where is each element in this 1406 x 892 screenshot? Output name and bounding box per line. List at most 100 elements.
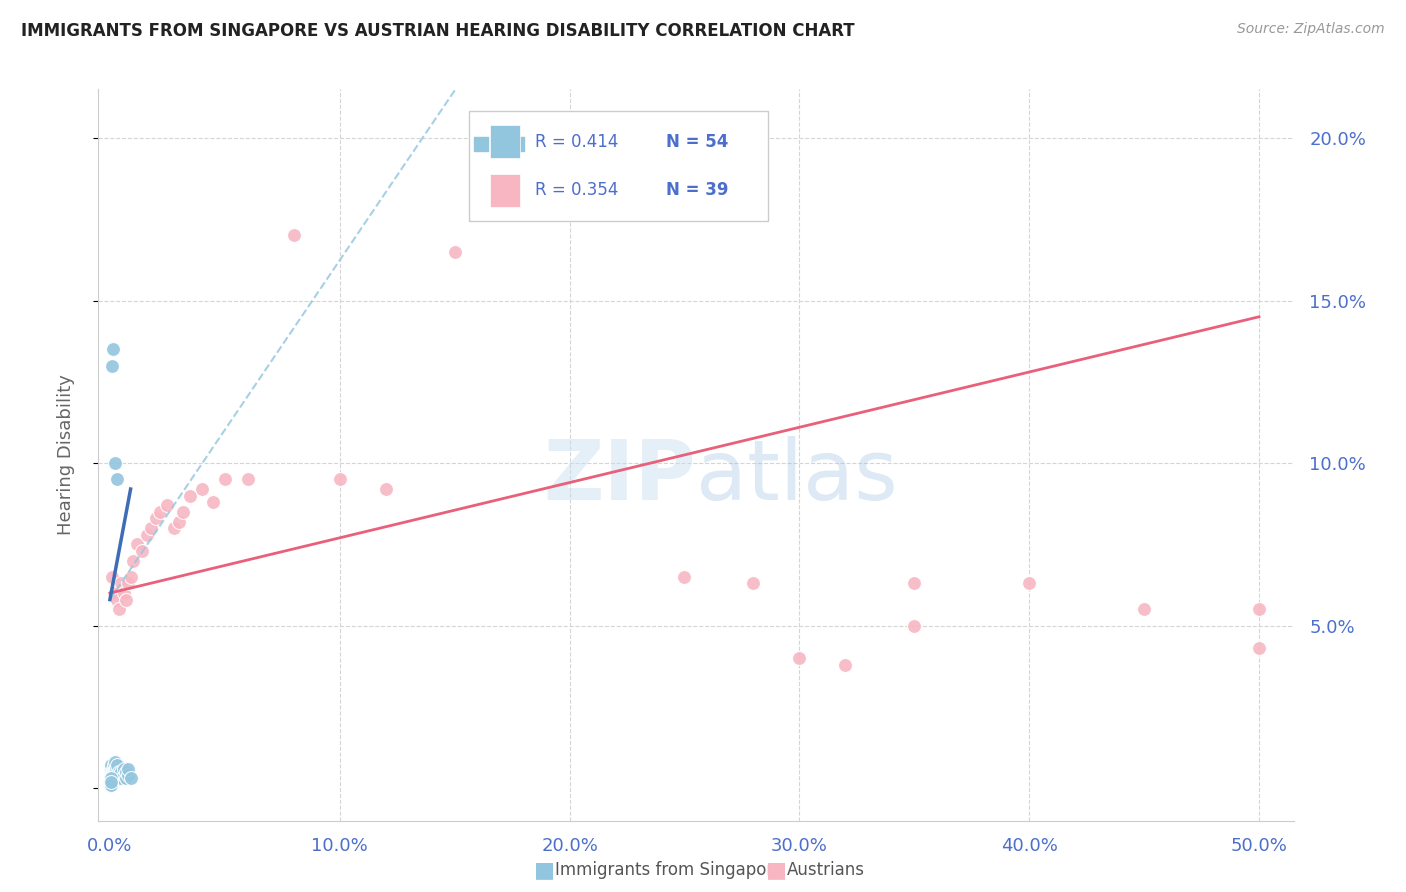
Text: Source: ZipAtlas.com: Source: ZipAtlas.com [1237, 22, 1385, 37]
Bar [491, 126, 520, 158]
Point [100, 772, 122, 786]
Point [100, 774, 122, 789]
Point [100, 758, 122, 772]
Point [104, 768, 127, 782]
Point [105, 472, 128, 486]
Point [104, 768, 127, 782]
Point [98, 774, 121, 789]
Text: Immigrants from Singapore: Immigrants from Singapore [555, 861, 783, 879]
Point [100, 778, 122, 792]
Point [100, 774, 122, 789]
Point [108, 772, 131, 786]
Point [115, 772, 138, 786]
Point [101, 772, 124, 786]
Point [101, 359, 124, 373]
Point [112, 762, 135, 776]
Point [108, 602, 131, 616]
Point [101, 762, 124, 776]
Point [903, 618, 925, 632]
Point [329, 472, 352, 486]
Point [112, 586, 135, 600]
Point [131, 544, 153, 558]
Point [105, 758, 128, 772]
Point [103, 456, 125, 470]
Point [101, 570, 124, 584]
Text: atlas: atlas [696, 436, 897, 517]
Bar [470, 112, 768, 221]
Point [172, 505, 194, 519]
Point [179, 489, 201, 503]
Point [214, 472, 236, 486]
Point [107, 768, 129, 782]
Point [105, 772, 128, 786]
Point [1018, 576, 1040, 591]
Point [443, 244, 465, 259]
Point [115, 592, 138, 607]
Point [103, 772, 125, 786]
Point [105, 592, 128, 607]
Point [103, 758, 125, 772]
Point [105, 764, 128, 779]
Point [673, 570, 696, 584]
Point [98, 778, 121, 792]
Point [100, 772, 122, 786]
Point [101, 768, 124, 782]
Text: R = 0.414: R = 0.414 [534, 133, 619, 151]
Point [374, 482, 396, 496]
Bar [491, 174, 520, 207]
Point [101, 768, 124, 782]
Point [103, 762, 125, 776]
Point [1247, 602, 1270, 616]
Text: N = 54: N = 54 [666, 133, 728, 151]
Point [163, 521, 186, 535]
Point [834, 657, 856, 672]
Point [112, 768, 135, 782]
Point [1247, 641, 1270, 656]
Point [103, 586, 125, 600]
Point [103, 343, 125, 357]
Point [135, 527, 157, 541]
Point [1133, 602, 1156, 616]
Point [156, 498, 179, 512]
Point [100, 768, 122, 782]
Point [283, 228, 305, 243]
Point [100, 764, 122, 779]
Point [115, 764, 138, 779]
Point [236, 472, 259, 486]
Point [100, 778, 122, 792]
Text: R = 0.354: R = 0.354 [534, 181, 619, 199]
Point [117, 762, 139, 776]
Point [117, 576, 139, 591]
Point [100, 764, 122, 779]
Point [110, 576, 132, 591]
Text: ■: ■ [766, 860, 787, 880]
Point [103, 772, 125, 786]
Point [108, 764, 131, 779]
Point [202, 495, 225, 509]
Point [98, 778, 122, 792]
Point [98, 774, 121, 789]
Point [742, 576, 765, 591]
Point [103, 764, 125, 779]
Text: ZIP: ZIP [544, 436, 696, 517]
Point [120, 772, 142, 786]
Point [100, 762, 122, 776]
Y-axis label: Hearing Disability: Hearing Disability [56, 375, 75, 535]
Text: IMMIGRANTS FROM SINGAPORE VS AUSTRIAN HEARING DISABILITY CORRELATION CHART: IMMIGRANTS FROM SINGAPORE VS AUSTRIAN HE… [21, 22, 855, 40]
Point [100, 772, 122, 786]
Point [98, 778, 121, 792]
Point [149, 505, 172, 519]
Point [110, 764, 132, 779]
Point [98, 774, 122, 789]
Point [104, 762, 127, 776]
Point [120, 570, 142, 584]
Point [110, 772, 132, 786]
Text: ■: ■ [534, 860, 555, 880]
Point [789, 651, 811, 665]
Point [104, 764, 127, 779]
Point [103, 755, 125, 769]
Point [127, 537, 149, 551]
Text: N = 39: N = 39 [666, 181, 728, 199]
Point [903, 576, 925, 591]
Point [103, 764, 125, 779]
